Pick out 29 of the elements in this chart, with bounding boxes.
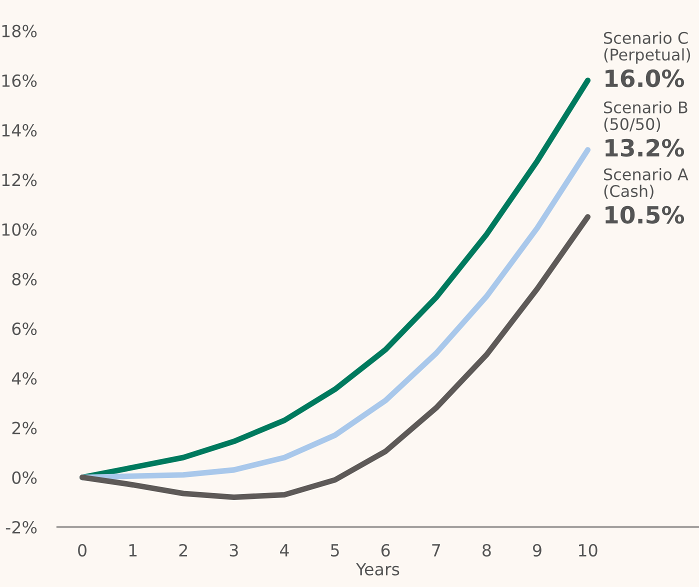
- data-label: 10.5%: [606, 206, 684, 224]
- y-tick-label: 6%: [12, 322, 37, 336]
- x-tick-label: 10: [579, 544, 598, 557]
- series-label: Scenario A (Cash): [604, 168, 688, 199]
- y-tick-label: 2%: [12, 422, 37, 434]
- x-axis-title: Years: [356, 563, 400, 576]
- y-tick-label: 10%: [2, 223, 37, 236]
- y-tick-label: 8%: [12, 272, 37, 286]
- series-label: Scenario C (Perpetual): [604, 32, 690, 64]
- x-tick-label: 3: [230, 544, 238, 557]
- y-tick-label: 16%: [2, 74, 37, 87]
- y-tick-label: -2%: [6, 520, 37, 534]
- data-label: 13.2%: [606, 138, 684, 157]
- x-tick-label: 4: [280, 544, 289, 556]
- x-tick-label: 2: [179, 544, 188, 556]
- data-label: 16.0%: [606, 69, 684, 88]
- y-tick-label: 0%: [12, 471, 37, 484]
- x-tick-label: 0: [78, 544, 86, 557]
- y-tick-label: 12%: [2, 174, 37, 186]
- x-tick-label: 9: [532, 544, 542, 557]
- series-label: Scenario B (50/50): [604, 101, 688, 132]
- y-tick-label: 18%: [2, 24, 37, 38]
- x-tick-label: 7: [432, 544, 440, 556]
- x-tick-label: 5: [331, 544, 339, 557]
- y-tick-label: 4%: [12, 372, 37, 385]
- y-tick-label: 14%: [2, 124, 37, 137]
- x-tick-label: 8: [482, 544, 491, 557]
- x-tick-label: 1: [129, 544, 137, 556]
- x-tick-label: 6: [381, 544, 390, 557]
